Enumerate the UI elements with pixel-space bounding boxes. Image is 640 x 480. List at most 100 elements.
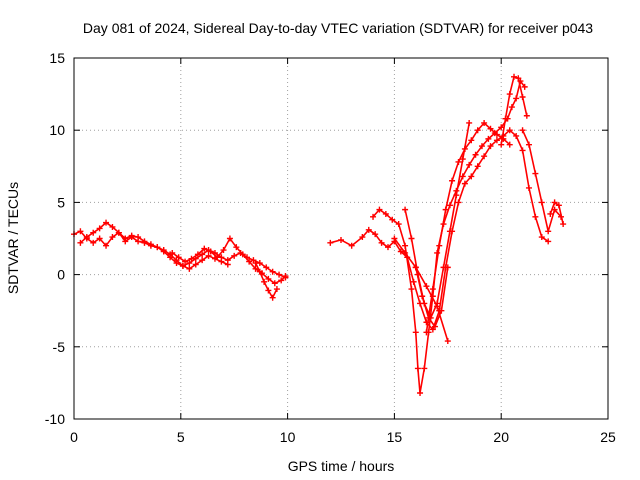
plus-marker bbox=[474, 127, 481, 134]
plus-marker bbox=[446, 228, 453, 235]
plus-marker bbox=[421, 365, 428, 372]
plus-marker bbox=[109, 234, 116, 241]
series-t5 bbox=[327, 127, 552, 333]
plus-marker bbox=[109, 223, 116, 230]
plus-marker bbox=[410, 278, 417, 285]
plus-marker bbox=[485, 135, 492, 142]
series-trace bbox=[73, 230, 287, 279]
plus-marker bbox=[472, 151, 479, 158]
plus-marker bbox=[500, 135, 507, 142]
plus-marker bbox=[96, 235, 103, 242]
plus-marker bbox=[389, 216, 396, 223]
plus-marker bbox=[466, 161, 473, 168]
plus-marker bbox=[382, 210, 389, 217]
plus-marker bbox=[327, 239, 334, 246]
plus-marker bbox=[115, 229, 122, 236]
plus-marker bbox=[96, 225, 103, 232]
y-tick-label: -5 bbox=[53, 339, 66, 355]
plus-marker bbox=[508, 104, 515, 111]
plus-marker bbox=[431, 323, 438, 330]
plus-marker bbox=[207, 248, 214, 255]
plus-marker bbox=[545, 238, 552, 245]
plus-marker bbox=[545, 228, 552, 235]
plus-marker bbox=[269, 268, 276, 275]
plus-marker bbox=[261, 278, 268, 285]
plus-marker bbox=[429, 286, 436, 293]
plus-marker bbox=[226, 235, 233, 242]
plus-marker bbox=[521, 83, 528, 90]
plus-marker bbox=[461, 180, 468, 187]
plus-marker bbox=[453, 192, 460, 199]
plus-marker bbox=[220, 247, 227, 254]
plus-marker bbox=[468, 173, 475, 180]
plus-marker bbox=[128, 232, 135, 239]
grid-layer bbox=[74, 58, 608, 419]
plus-marker bbox=[282, 273, 289, 280]
series-trace bbox=[549, 201, 564, 225]
plus-marker bbox=[224, 261, 231, 268]
plus-marker bbox=[506, 91, 513, 98]
x-tick-label: 0 bbox=[70, 429, 78, 445]
plus-marker bbox=[560, 221, 567, 228]
plus-marker bbox=[513, 132, 520, 139]
series-t2 bbox=[77, 219, 231, 272]
plus-marker bbox=[551, 199, 558, 206]
plus-marker bbox=[444, 264, 451, 271]
plus-marker bbox=[449, 177, 456, 184]
plus-marker bbox=[169, 249, 176, 256]
plus-marker bbox=[487, 125, 494, 132]
plus-marker bbox=[474, 163, 481, 170]
plus-marker bbox=[265, 287, 272, 294]
series-trace bbox=[329, 129, 549, 331]
plus-marker bbox=[154, 244, 161, 251]
plus-marker bbox=[455, 158, 462, 165]
plus-marker bbox=[370, 213, 377, 220]
x-tick-label: 25 bbox=[600, 429, 616, 445]
series-t1 bbox=[71, 228, 289, 281]
tick-layer: 0 5 10 15 20 25 -10 -5 0 5 10 15 bbox=[45, 50, 616, 445]
plus-marker bbox=[436, 242, 443, 249]
plus-marker bbox=[525, 184, 532, 191]
series-trace bbox=[415, 266, 449, 328]
plus-marker bbox=[493, 131, 500, 138]
plus-marker bbox=[378, 239, 385, 246]
plus-marker bbox=[446, 202, 453, 209]
x-axis-label: GPS time / hours bbox=[288, 458, 395, 474]
series-trace bbox=[393, 237, 449, 342]
plus-marker bbox=[513, 95, 520, 102]
plus-marker bbox=[498, 141, 505, 148]
plus-marker bbox=[348, 242, 355, 249]
plus-marker bbox=[412, 264, 419, 271]
plus-marker bbox=[391, 235, 398, 242]
plus-marker bbox=[273, 286, 280, 293]
plus-marker bbox=[160, 247, 167, 254]
chart-title: Day 081 of 2024, Sidereal Day-to-day VTE… bbox=[83, 20, 593, 36]
plus-marker bbox=[532, 213, 539, 220]
x-tick-label: 15 bbox=[387, 429, 403, 445]
plus-marker bbox=[506, 127, 513, 134]
plot-frame bbox=[73, 57, 609, 420]
plus-marker bbox=[269, 294, 276, 301]
plus-marker bbox=[384, 244, 391, 251]
plus-marker bbox=[256, 268, 263, 275]
x-tick-label: 20 bbox=[493, 429, 509, 445]
series-t10 bbox=[498, 73, 530, 148]
plus-marker bbox=[414, 365, 421, 372]
y-tick-label: 10 bbox=[49, 122, 65, 138]
plus-marker bbox=[423, 329, 430, 336]
plus-marker bbox=[444, 338, 451, 345]
series-t13 bbox=[391, 235, 451, 345]
plus-marker bbox=[481, 119, 488, 126]
plus-marker bbox=[77, 228, 84, 235]
plus-marker bbox=[83, 234, 90, 241]
plus-marker bbox=[175, 254, 182, 261]
plus-marker bbox=[365, 226, 372, 233]
plus-marker bbox=[547, 210, 554, 217]
plus-marker bbox=[408, 235, 415, 242]
plus-marker bbox=[493, 137, 500, 144]
plus-marker bbox=[276, 271, 283, 278]
plus-marker bbox=[192, 261, 199, 268]
plus-marker bbox=[372, 231, 379, 238]
plus-marker bbox=[402, 242, 409, 249]
plus-marker bbox=[402, 206, 409, 213]
